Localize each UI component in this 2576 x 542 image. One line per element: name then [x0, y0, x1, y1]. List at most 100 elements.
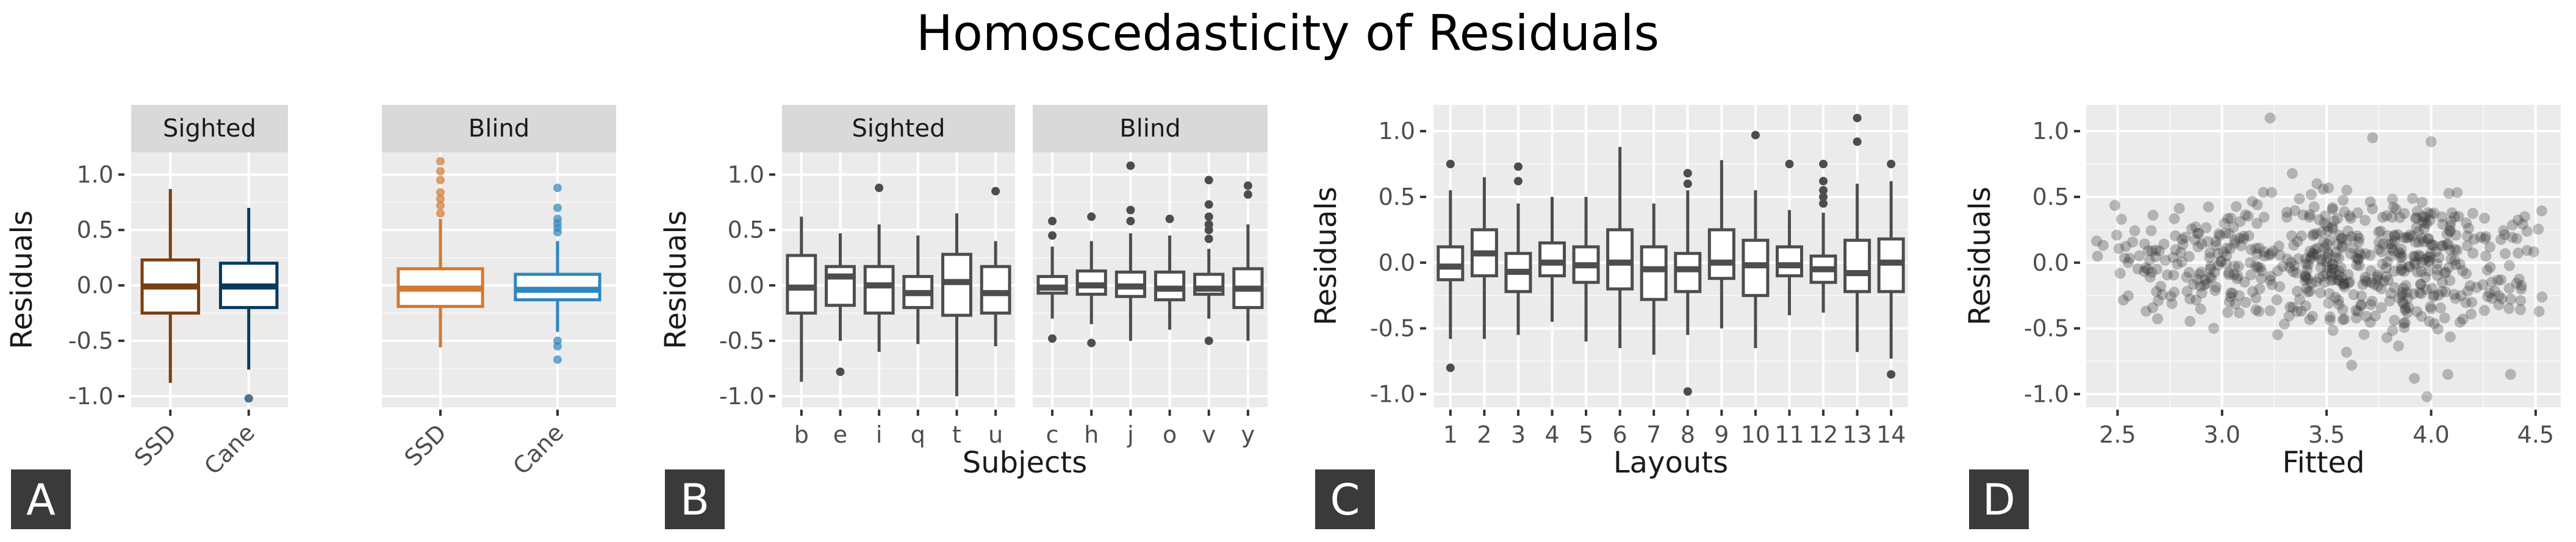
scatter-point [2210, 281, 2222, 293]
scatter-point [2254, 283, 2266, 294]
scatter-point [2386, 243, 2397, 254]
y-tick-label: -0.5 [719, 327, 764, 354]
scatter-point [2228, 221, 2239, 233]
figure-title: Homoscedasticity of Residuals [916, 5, 1659, 62]
scatter-point [2350, 312, 2362, 324]
scatter-point [2190, 294, 2202, 306]
scatter-point [2479, 233, 2491, 244]
scatter-point [2194, 268, 2205, 280]
scatter-point [2446, 207, 2458, 219]
scatter-point [2306, 277, 2317, 289]
scatter-point [2337, 314, 2348, 326]
x-tick-label: o [1163, 421, 1177, 448]
scatter-point [2117, 294, 2129, 306]
scatter-point [2307, 230, 2319, 241]
scatter-point [2177, 238, 2189, 250]
x-tick-label: 7 [1646, 421, 1661, 448]
scatter-point [2208, 323, 2220, 334]
scatter-point [2140, 262, 2151, 274]
scatter-point [2233, 290, 2245, 301]
scatter-point [2202, 236, 2214, 248]
scatter-point [2234, 232, 2245, 244]
scatter-point [2388, 265, 2400, 277]
scatter-point [2181, 286, 2193, 298]
scatter-point [2445, 253, 2457, 265]
scatter-point [2430, 246, 2442, 257]
plot-background [1033, 152, 1268, 407]
scatter-point [2176, 256, 2187, 268]
scatter-point [2383, 238, 2395, 250]
box-12 [1809, 160, 1837, 313]
scatter-point [2499, 229, 2511, 241]
scatter-point [2314, 272, 2325, 283]
scatter-point [2484, 241, 2495, 253]
outlier-point [1204, 234, 1213, 243]
scatter-point [2443, 188, 2455, 199]
scatter-point [2190, 221, 2201, 233]
scatter-point [2312, 242, 2323, 254]
scatter-point [2328, 263, 2339, 274]
scatter-point [2345, 248, 2356, 260]
scatter-point [2413, 237, 2425, 248]
outlier-point [1126, 205, 1135, 215]
scatter-point [2273, 240, 2284, 252]
scatter-point [2395, 252, 2406, 263]
scatter-point [2200, 274, 2211, 285]
scatter-point [2428, 318, 2440, 329]
panel-c: Residuals-1.0-0.50.00.51.01 2 3 4 5 6 7 8 9 10 11 1… [1309, 105, 1908, 529]
box-iqr [1674, 252, 1702, 293]
scatter-point [2375, 283, 2387, 294]
scatter-point [2302, 264, 2313, 276]
scatter-point [2380, 271, 2392, 282]
scatter-point [2251, 199, 2263, 210]
scatter-point [2315, 255, 2327, 266]
scatter-point [2403, 229, 2415, 241]
scatter-point [2442, 238, 2454, 250]
scatter-point [2431, 264, 2443, 276]
scatter-point [2513, 273, 2525, 285]
scatter-point [2168, 269, 2180, 281]
outlier-point [436, 157, 445, 166]
scatter-point [2264, 305, 2276, 316]
box-iqr [863, 265, 895, 315]
scatter-point [2284, 262, 2295, 273]
scatter-point [2352, 305, 2364, 317]
panel-letter: A [26, 475, 56, 525]
outlier-point [436, 201, 445, 210]
scatter-point [2484, 287, 2495, 299]
scatter-point [2328, 274, 2339, 285]
scatter-point [2092, 251, 2103, 262]
scatter-point [2175, 246, 2187, 258]
scatter-point [2395, 243, 2407, 255]
scatter-point [2318, 237, 2330, 248]
scatter-point [2215, 255, 2226, 267]
outlier-point [1165, 215, 1174, 224]
outlier-point [553, 355, 562, 364]
outlier-point [1087, 212, 1096, 221]
scatter-point [2166, 298, 2178, 309]
scatter-point [2295, 305, 2307, 317]
x-tick-label: 2 [1477, 421, 1491, 448]
facet-strip-label: Sighted [163, 115, 256, 143]
scatter-point [2381, 256, 2393, 268]
scatter-point [2436, 286, 2448, 298]
scatter-point [2147, 210, 2159, 221]
scatter-plot: 2.5 3.0 3.5 4.0 4.5 [2086, 105, 2561, 448]
scatter-point [2478, 305, 2490, 316]
scatter-point [2431, 258, 2443, 269]
scatter-point [2440, 286, 2452, 298]
box-9 [1707, 160, 1735, 329]
x-tick-label: u [988, 421, 1003, 448]
scatter-point [2404, 262, 2416, 273]
scatter-point [2232, 270, 2244, 282]
scatter-point [2347, 242, 2359, 254]
scatter-point [2395, 248, 2406, 260]
scatter-point [2481, 265, 2493, 276]
scatter-point [2115, 213, 2127, 225]
scatter-point [2377, 238, 2389, 250]
scatter-point [2138, 266, 2150, 277]
scatter-point [2505, 369, 2516, 380]
scatter-point [2195, 280, 2206, 292]
panel-letter-badge [11, 469, 71, 529]
panel-letter: C [1330, 475, 1360, 525]
